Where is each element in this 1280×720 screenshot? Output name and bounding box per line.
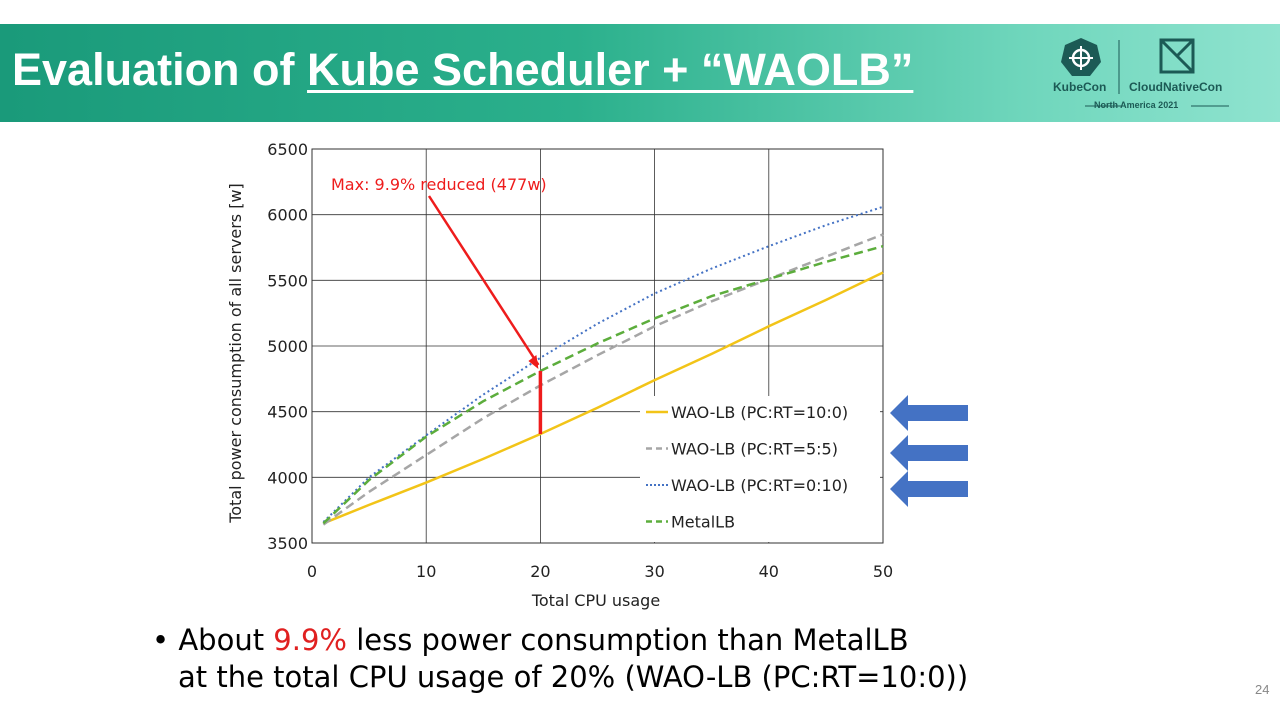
y-tick-label: 5000 [267, 337, 308, 356]
legend-label: WAO-LB (PC:RT=10:0) [671, 403, 848, 422]
logo-subtitle: North America 2021 [1094, 100, 1179, 110]
series-line [322, 271, 884, 525]
legend-box [640, 396, 880, 542]
x-axis-label: Total CPU usage [531, 591, 660, 610]
series-line [322, 205, 884, 523]
arrow-icons [890, 395, 968, 507]
bullet-point: • About 9.9% less power consumption than… [152, 622, 968, 696]
x-tick-label: 40 [759, 562, 779, 581]
chart-legend: WAO-LB (PC:RT=10:0) WAO-LB (PC:RT=5:5) WAO… [640, 396, 880, 542]
legend-label: MetalLB [671, 513, 735, 532]
y-tick-label: 5500 [267, 271, 308, 290]
bullet-text-post: less power consumption than MetalLB [346, 623, 909, 657]
bullet-line-1: • About 9.9% less power consumption than… [152, 623, 909, 657]
header-banner: Evaluation of Kube Scheduler + “WAOLB” K… [0, 24, 1280, 122]
chart-series [322, 205, 884, 526]
bullet-line-2: at the total CPU usage of 20% (WAO-LB (P… [178, 660, 969, 694]
series-line [322, 244, 884, 525]
x-tick-label: 20 [530, 562, 550, 581]
bullet-text-pre: About [178, 623, 274, 657]
logo-cloudnativecon-text: CloudNativeCon [1129, 80, 1223, 94]
y-tick-label: 6500 [267, 140, 308, 159]
kubecon-logo: KubeCon CloudNativeCon North America 202… [1045, 36, 1235, 116]
legend-label: WAO-LB (PC:RT=5:5) [671, 440, 838, 459]
annotation-label: Max: 9.9% reduced (477w) [331, 175, 547, 194]
arrow-head-icon [528, 354, 539, 369]
title-underlined: Kube Scheduler + “WAOLB” [307, 44, 914, 95]
legend-label: WAO-LB (PC:RT=0:10) [671, 476, 848, 495]
y-tick-label: 6000 [267, 206, 308, 225]
series-line [322, 233, 884, 526]
slide-title: Evaluation of Kube Scheduler + “WAOLB” [12, 42, 913, 98]
y-axis-label: Total power consumption of all servers [… [226, 183, 245, 524]
left-arrow-icon [890, 471, 968, 507]
y-tick-label: 4000 [267, 468, 308, 487]
chart-ticks: 0 10 20 30 40 50 3500 4000 4500 5000 5500 6000 6500 [267, 140, 893, 581]
x-tick-label: 0 [307, 562, 317, 581]
chart-annotation: Max: 9.9% reduced (477w) [331, 175, 547, 434]
page-number: 24 [1255, 682, 1270, 697]
logo-kubecon-text: KubeCon [1053, 80, 1107, 94]
x-tick-label: 30 [644, 562, 664, 581]
x-tick-label: 50 [873, 562, 893, 581]
left-arrow-icon [890, 435, 968, 471]
bullet-highlight: 9.9% [273, 623, 347, 657]
annotation-arrow [427, 195, 540, 366]
y-tick-label: 3500 [267, 534, 308, 553]
y-tick-label: 4500 [267, 403, 308, 422]
title-prefix: Evaluation of [12, 44, 308, 95]
kubernetes-helm-icon [1061, 38, 1229, 107]
x-tick-label: 10 [416, 562, 436, 581]
left-arrow-icon [890, 395, 968, 431]
